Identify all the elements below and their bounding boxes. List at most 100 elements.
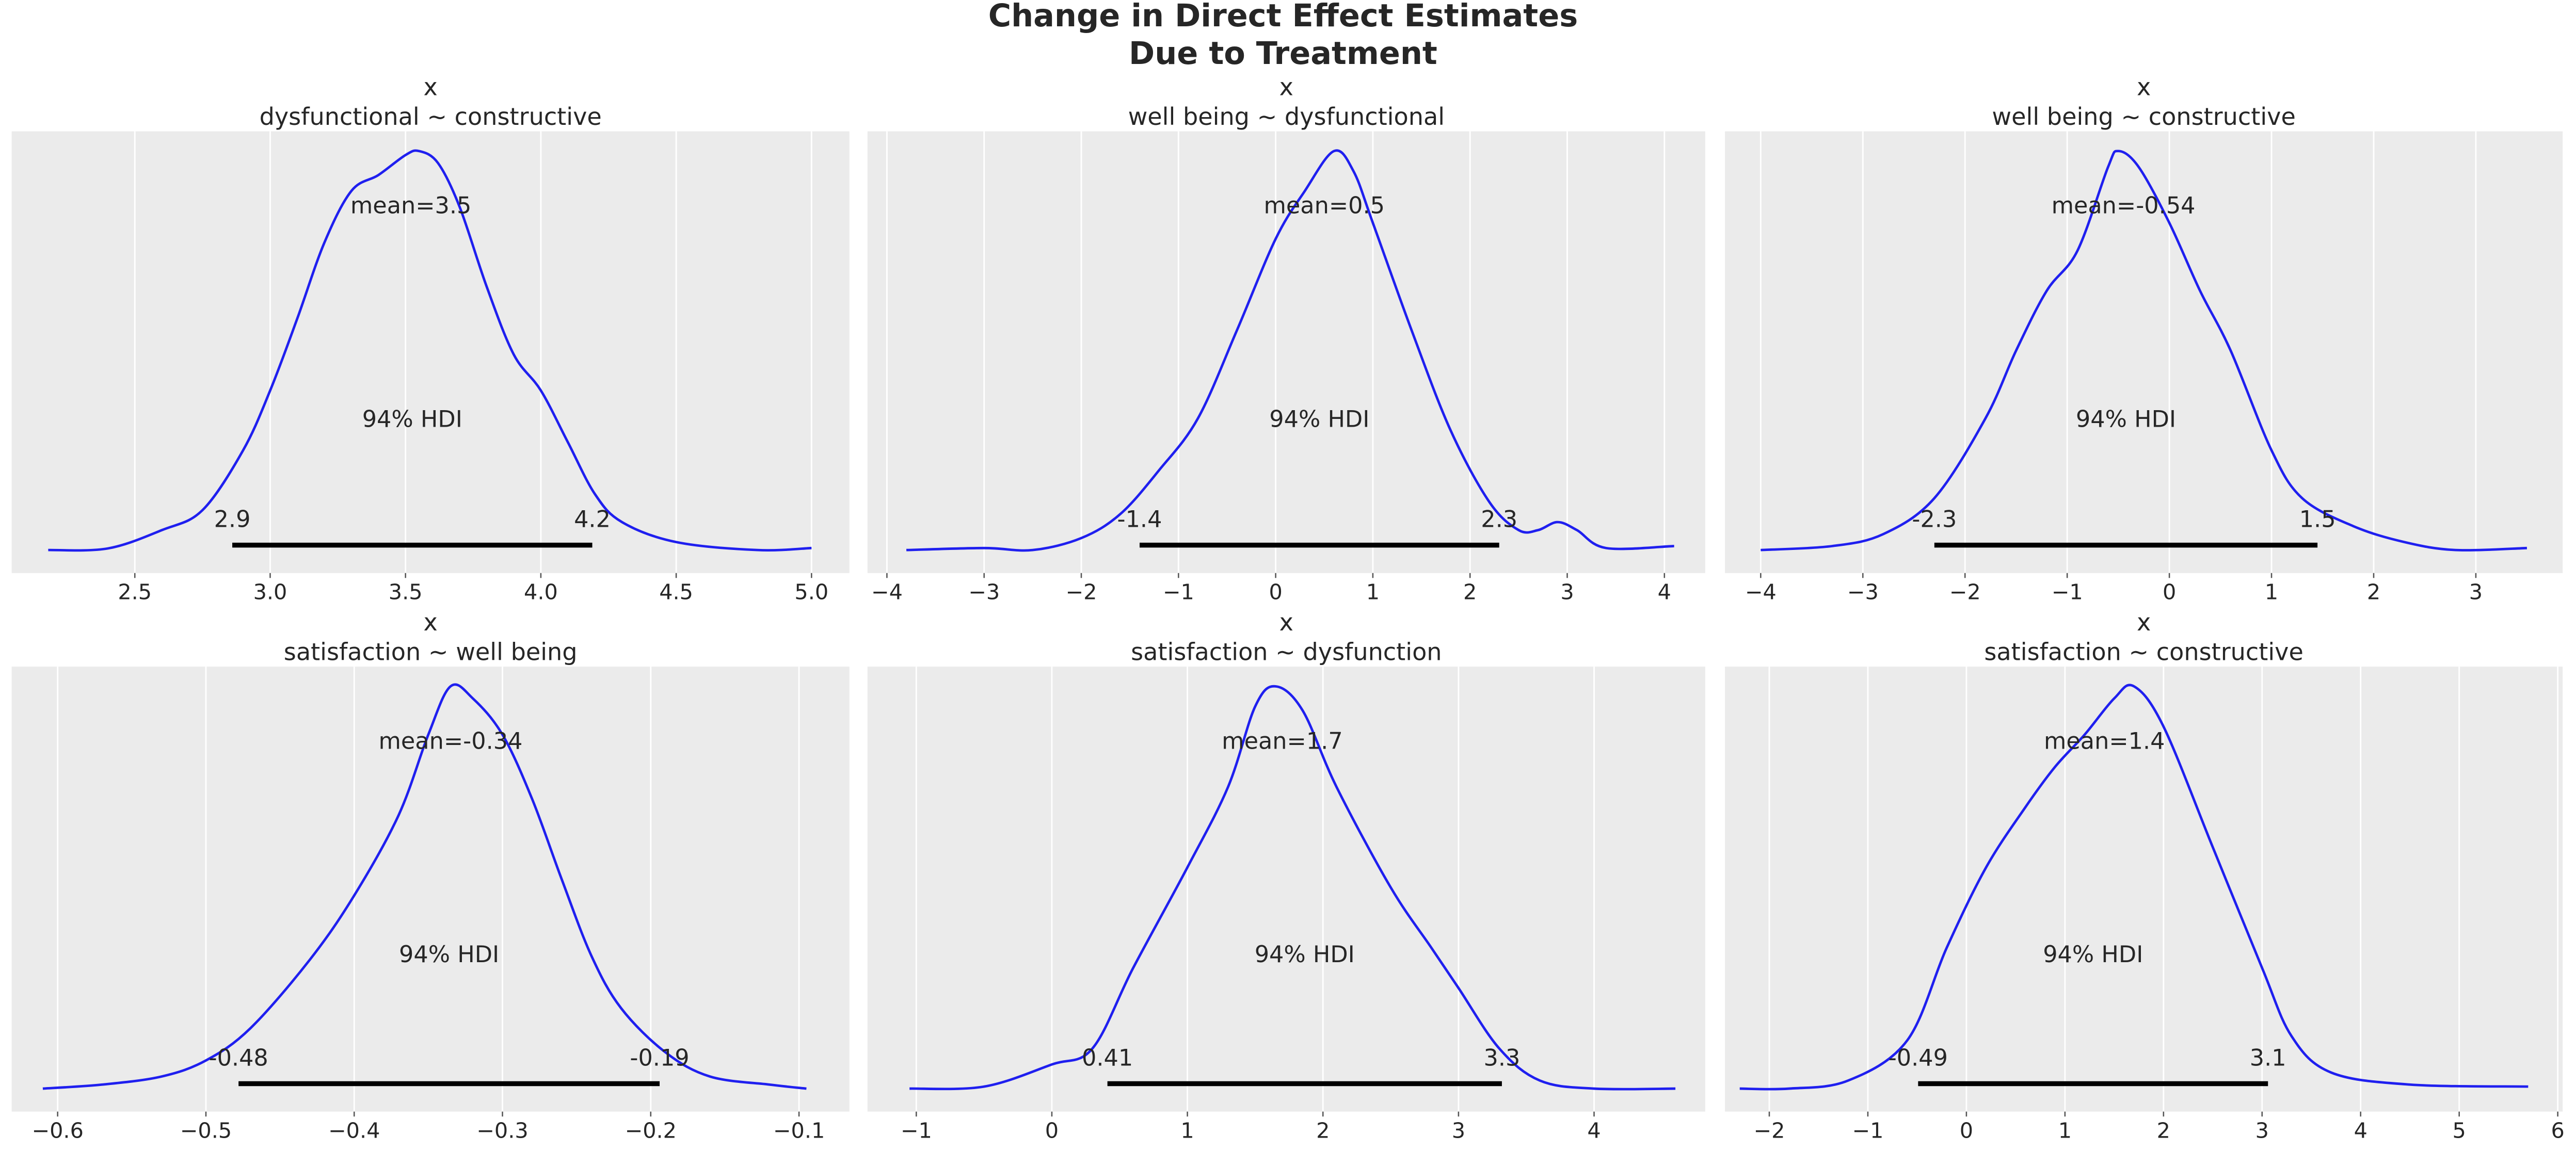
x-tick-label: −0.6 — [31, 1118, 83, 1143]
hdi-upper-label: 3.3 — [1483, 1045, 1520, 1072]
x-tick-label: 2 — [1316, 1118, 1330, 1143]
plot-area — [11, 131, 850, 573]
x-tick-label: 5.0 — [794, 580, 828, 605]
x-tick-label: 1 — [2058, 1118, 2072, 1143]
mean-label: mean=1.4 — [2044, 727, 2165, 754]
x-tick-label: −4 — [1745, 580, 1777, 605]
subplot-var-label: x — [2137, 608, 2151, 636]
density-curve — [906, 149, 1674, 552]
x-tick-label: −2 — [1949, 580, 1981, 605]
hdi-upper-label: 1.5 — [2299, 506, 2336, 533]
x-tick-label: −0.4 — [328, 1118, 380, 1143]
x-tick-label: 3.0 — [253, 580, 287, 605]
subplot-title: well being ~ constructive — [1992, 103, 2295, 131]
hdi-upper-label: -0.19 — [630, 1045, 689, 1072]
plot-area — [1725, 131, 2563, 573]
x-tick-label: 0 — [2163, 580, 2176, 605]
x-tick-label: 3 — [2255, 1118, 2269, 1143]
x-tick-label: 2 — [2367, 580, 2380, 605]
x-tick-label: 4 — [1658, 580, 1671, 605]
density-curve — [1761, 150, 2527, 552]
x-tick-label: −3 — [968, 580, 1000, 605]
hdi-upper-label: 4.2 — [574, 506, 611, 533]
hdi-label: 94% HDI — [362, 406, 462, 432]
subplot-title: satisfaction ~ well being — [284, 638, 578, 666]
x-tick-label: 4.5 — [659, 580, 693, 605]
hdi-label: 94% HDI — [1255, 941, 1355, 968]
x-tick-label: −0.5 — [180, 1118, 232, 1143]
subplot-title: satisfaction ~ constructive — [1984, 638, 2303, 666]
x-tick-label: −2 — [1066, 580, 1097, 605]
x-tick-label: −1 — [1163, 580, 1194, 605]
mean-label: mean=1.7 — [1222, 727, 1343, 754]
x-tick-label: 0 — [1045, 1118, 1059, 1143]
x-tick-label: 0 — [1269, 580, 1282, 605]
subplot-var-label: x — [424, 608, 438, 636]
hdi-label: 94% HDI — [399, 941, 499, 968]
x-tick-label: 4.0 — [524, 580, 558, 605]
x-tick-label: 2 — [1463, 580, 1477, 605]
subplot-title: satisfaction ~ dysfunction — [1131, 638, 1442, 666]
hdi-label: 94% HDI — [1269, 406, 1369, 432]
hdi-lower-label: 0.41 — [1082, 1045, 1133, 1072]
subplot-var-label: x — [1279, 608, 1293, 636]
mean-label: mean=-0.54 — [2052, 192, 2196, 219]
x-tick-label: −3 — [1847, 580, 1879, 605]
x-tick-label: −1 — [2052, 580, 2083, 605]
hdi-upper-label: 3.1 — [2250, 1045, 2286, 1072]
subplot-var-label: x — [1279, 73, 1293, 101]
hdi-label: 94% HDI — [2043, 941, 2143, 968]
plot-area — [1725, 667, 2563, 1112]
x-tick-label: −0.2 — [625, 1118, 677, 1143]
x-tick-label: −0.1 — [773, 1118, 825, 1143]
subplot-title: well being ~ dysfunctional — [1128, 103, 1445, 131]
x-tick-label: 6 — [2551, 1118, 2564, 1143]
x-tick-label: −4 — [871, 580, 903, 605]
plot-area — [11, 667, 850, 1112]
density-curve — [42, 683, 807, 1090]
x-tick-label: −0.3 — [476, 1118, 528, 1143]
density-curve — [909, 685, 1676, 1091]
x-tick-label: 2.5 — [118, 580, 152, 605]
x-tick-label: 1 — [1180, 1118, 1194, 1143]
x-tick-label: −2 — [1754, 1118, 1785, 1143]
x-tick-label: −1 — [1852, 1118, 1883, 1143]
x-tick-label: 4 — [1587, 1118, 1601, 1143]
mean-label: mean=0.5 — [1263, 192, 1385, 219]
x-tick-label: 3 — [1452, 1118, 1465, 1143]
x-tick-label: 0 — [1960, 1118, 1973, 1143]
density-curve — [48, 149, 812, 552]
hdi-lower-label: -0.48 — [209, 1045, 268, 1072]
x-tick-label: 3.5 — [389, 580, 423, 605]
plot-area — [867, 131, 1705, 573]
hdi-lower-label: -0.49 — [1889, 1045, 1948, 1072]
figure-title-line-2: Due to Treatment — [1129, 36, 1437, 72]
mean-label: mean=3.5 — [350, 192, 472, 219]
hdi-lower-label: 2.9 — [214, 506, 251, 533]
x-tick-label: 2 — [2157, 1118, 2170, 1143]
plot-area — [867, 667, 1705, 1112]
x-tick-label: 1 — [1366, 580, 1380, 605]
subplot-var-label: x — [424, 73, 438, 101]
x-tick-label: 4 — [2354, 1118, 2367, 1143]
x-tick-label: −1 — [901, 1118, 932, 1143]
x-tick-label: 1 — [2265, 580, 2278, 605]
hdi-lower-label: -2.3 — [1912, 506, 1957, 533]
x-tick-label: 3 — [1560, 580, 1574, 605]
x-tick-label: 5 — [2453, 1118, 2466, 1143]
subplot-title: dysfunctional ~ constructive — [260, 103, 602, 131]
figure-title-line-1: Change in Direct Effect Estimates — [988, 0, 1578, 34]
x-tick-label: 3 — [2469, 580, 2483, 605]
hdi-label: 94% HDI — [2076, 406, 2176, 432]
mean-label: mean=-0.34 — [379, 727, 523, 754]
hdi-upper-label: 2.3 — [1481, 506, 1517, 533]
subplot-var-label: x — [2137, 73, 2151, 101]
density-curve — [1739, 684, 2529, 1091]
